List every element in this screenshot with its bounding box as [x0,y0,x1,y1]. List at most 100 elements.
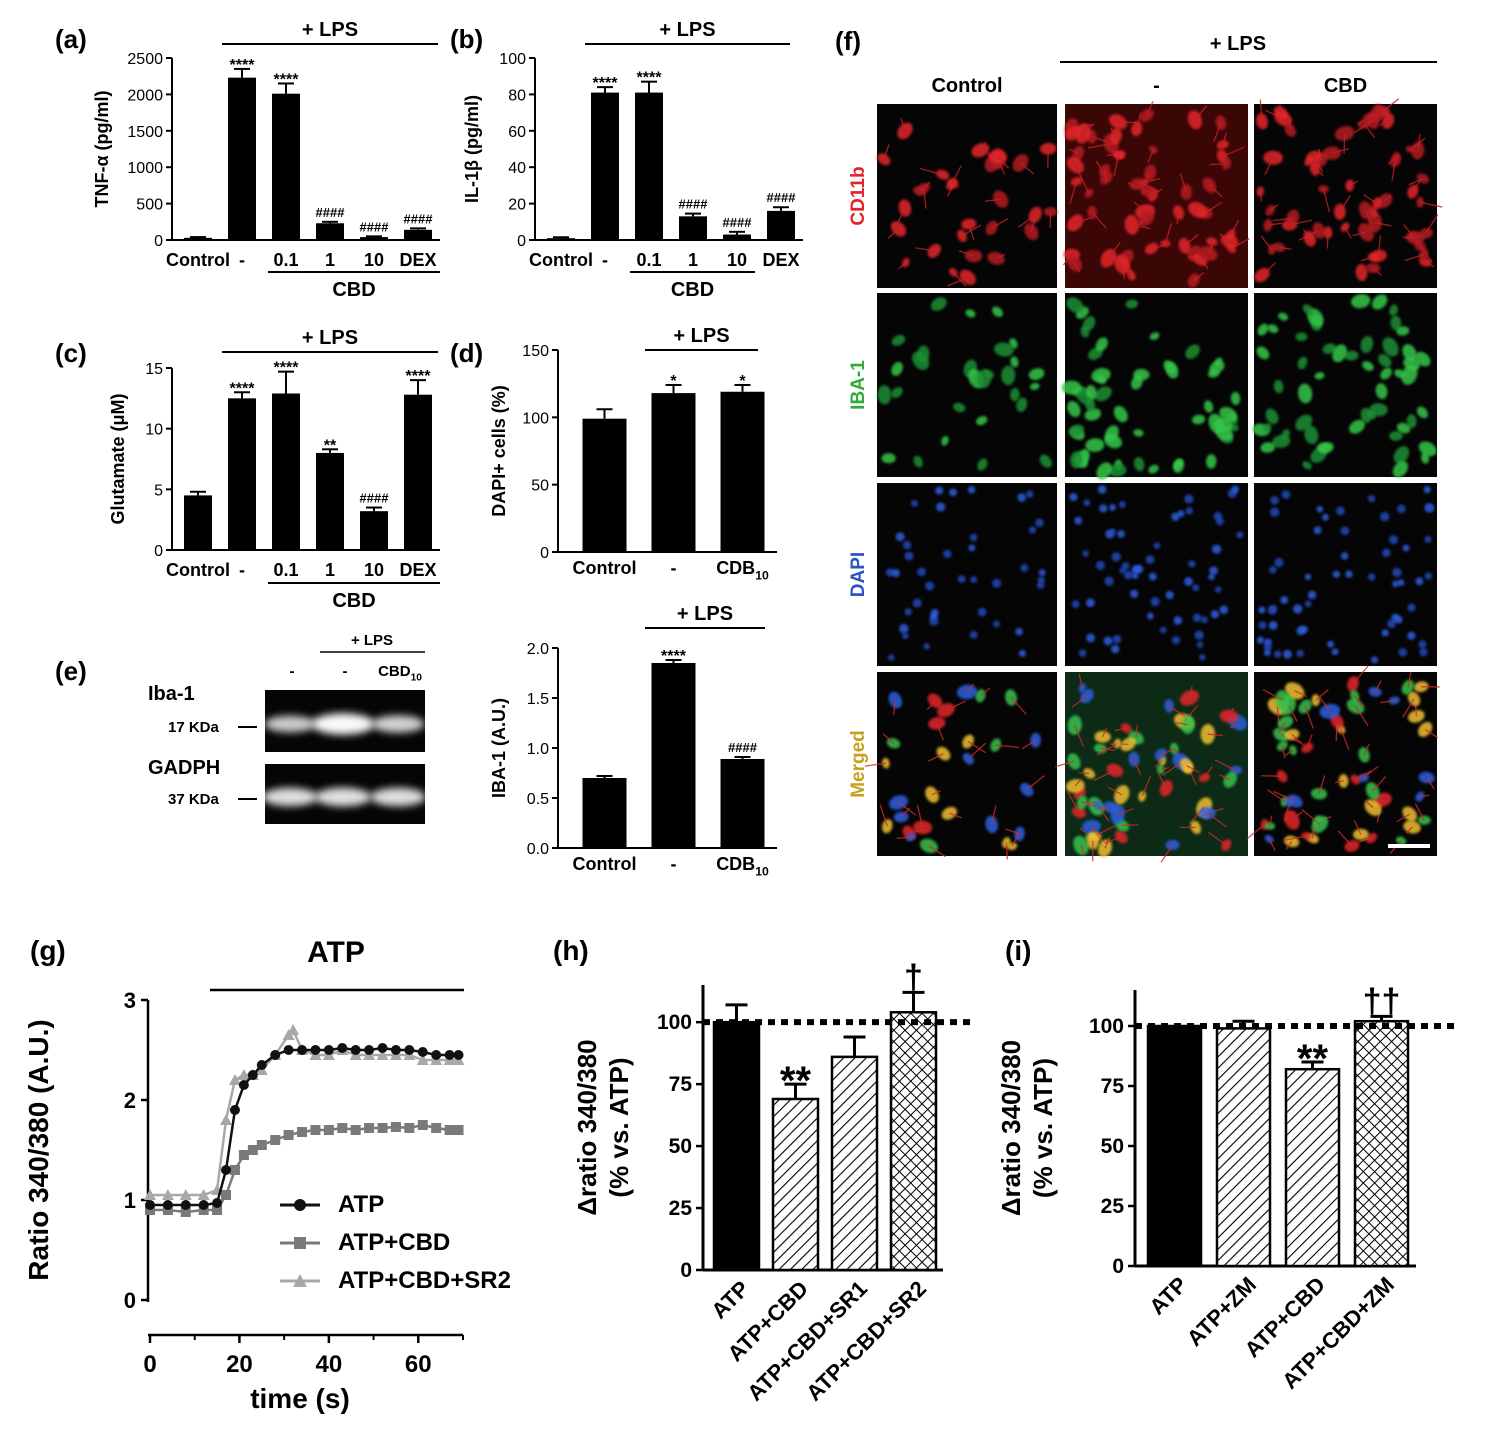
y-tick-label: 100 [522,410,549,427]
cell-process [1206,812,1227,828]
cell [1273,650,1282,658]
significance-label: **** [406,368,432,385]
cell [1020,563,1029,573]
cell [1187,273,1200,288]
cell [1389,535,1399,545]
bar [184,495,212,550]
data-point [212,1198,223,1208]
cell-process [985,198,1001,202]
cell-process [1160,844,1174,863]
cell-process [1340,728,1350,751]
cell-process [1068,148,1079,154]
significance-label: #### [679,197,709,212]
cell-process [1363,743,1370,756]
cell [977,458,988,471]
cell [1416,406,1428,419]
data-point [247,1070,258,1080]
cell [1351,294,1371,309]
cell [957,575,966,584]
cell-process [1107,241,1121,259]
cell [1263,649,1271,657]
y-tick-label: 0 [124,1288,136,1313]
cell [1001,365,1016,386]
cell [1358,223,1375,242]
cell-process [1214,759,1236,771]
cell-process [1291,811,1303,821]
cell [1304,573,1312,581]
cell [1173,616,1183,625]
bar [679,216,707,240]
bar [360,511,388,550]
cell [1256,636,1265,644]
cell-process [1011,831,1020,847]
cell [1039,454,1052,468]
cell [904,608,912,616]
panel-label-f: (f) [835,26,861,56]
cell [1148,464,1159,474]
cell [1421,452,1430,464]
significance-label: #### [360,219,390,234]
cell [1345,570,1353,578]
y-tick-label: 10 [145,422,163,439]
cell-process [1021,739,1036,750]
cell-process [1188,686,1193,698]
cell-process [1260,235,1273,250]
cell-process [915,247,935,252]
cell-process [1364,800,1374,809]
cbd-group-label: CBD [332,279,375,301]
cell-process [1379,120,1389,126]
significance-label: #### [767,190,797,205]
cell-process [1358,837,1372,843]
category-label: 1 [688,250,698,270]
cell-process [1069,181,1078,205]
data-point [162,1200,173,1210]
cell [1177,510,1185,518]
cell [1095,337,1108,352]
cell-process [1381,98,1400,113]
cell-process [1273,217,1293,222]
lane-label: - [343,663,348,680]
cell [1416,173,1430,184]
cell [1344,350,1359,361]
cell [985,220,998,236]
bar [591,92,619,240]
cell-process [1135,724,1138,738]
cell [1268,621,1278,630]
cell [1393,446,1410,464]
category-label: CDB10 [716,854,769,878]
cell-process [1067,791,1080,813]
cell [1104,425,1119,442]
cell [1109,503,1116,511]
cell [1171,636,1181,645]
cell [1370,656,1378,664]
cell [1334,126,1355,141]
cell-process [1074,779,1082,787]
cell-process [1137,217,1147,227]
cell-process [1406,826,1413,834]
cell [1146,612,1154,620]
cell-process [1354,695,1364,708]
data-point [238,1080,249,1090]
cell [1371,294,1388,310]
y-axis-label: IL-1β (pg/ml) [462,95,482,203]
cell [1349,419,1365,434]
cell-process [1141,775,1152,797]
cell-process [1075,217,1092,224]
cell [1269,507,1280,517]
cell-process [1415,704,1417,717]
y-tick-label: 25 [669,1197,693,1220]
bar [228,398,256,550]
cell-process [926,700,936,710]
cell [1028,368,1045,381]
cell [1284,809,1300,830]
cell [1295,332,1308,342]
y-tick-label: 2 [124,1088,136,1113]
cell [1230,391,1241,406]
cell [1392,567,1402,578]
cell-process [1091,135,1114,145]
cell-process [1193,271,1205,281]
cell [993,190,1009,208]
data-point [229,1105,240,1115]
data-point [350,1125,361,1135]
data-point [212,1205,223,1215]
